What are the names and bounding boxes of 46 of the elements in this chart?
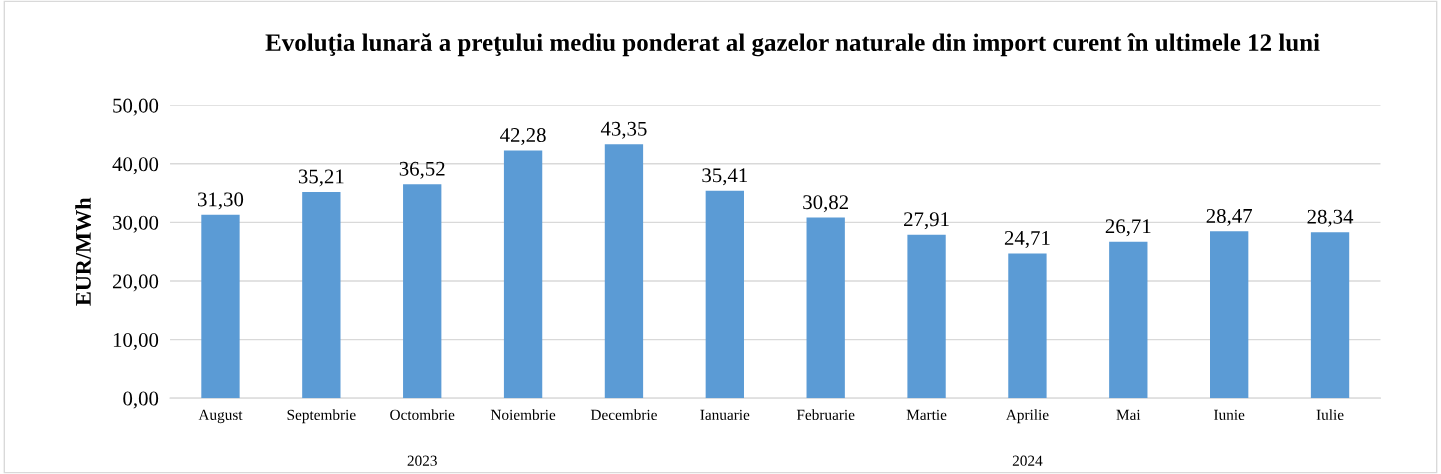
x-tick-label: Iunie	[1214, 409, 1245, 421]
data-label: 26,71	[1105, 219, 1151, 237]
chart-title: Evoluţia lunară a preţului mediu ponderat al gazelor naturale din import curent în ultimele 12 luni	[265, 33, 1320, 57]
bar	[604, 144, 644, 399]
y-tick-label: 0,00	[123, 391, 159, 409]
y-axis-title: EUR/MWh	[75, 197, 91, 306]
data-label: 28,47	[1206, 208, 1253, 226]
bar	[1210, 231, 1249, 399]
x-tick-label: Noiembrie	[490, 409, 556, 421]
y-tick-label: 40,00	[112, 157, 159, 175]
bar	[503, 150, 543, 399]
bar	[1008, 253, 1047, 399]
bar	[1109, 241, 1148, 399]
data-label: 42,28	[500, 128, 546, 146]
bar	[201, 214, 240, 399]
data-label: 36,52	[399, 161, 445, 179]
data-label: 43,35	[600, 121, 647, 139]
bar	[705, 190, 744, 399]
x-tick-label: Mai	[1116, 409, 1141, 421]
x-tick-label: Martie	[906, 409, 947, 421]
data-label: 30,82	[803, 195, 848, 213]
bar	[1310, 232, 1350, 399]
bar	[907, 234, 946, 399]
bar	[302, 191, 341, 399]
data-label: 35,21	[298, 169, 344, 187]
x-tick-label: Ianuarie	[700, 409, 750, 421]
x-tick-label: Decembrie	[590, 409, 657, 421]
x-tick-label: Aprilie	[1005, 409, 1049, 424]
y-tick-label: 20,00	[112, 274, 159, 292]
text: 2024	[1012, 455, 1043, 466]
data-label: 31,30	[198, 192, 244, 210]
y-tick-label: 10,00	[113, 332, 159, 350]
x-tick-label: Februarie	[796, 409, 855, 421]
data-label: 24,71	[1004, 230, 1050, 248]
y-tick-label: 50,00	[113, 98, 159, 116]
data-label: 28,34	[1307, 209, 1354, 227]
bar	[403, 184, 442, 399]
bar	[806, 217, 845, 399]
x-tick-label: Septembrie	[287, 409, 356, 424]
x-tick-label: Octombrie	[390, 409, 455, 421]
data-label: 27,91	[904, 212, 949, 230]
x-tick-label: August	[198, 409, 243, 424]
data-label: 35,41	[702, 168, 748, 186]
text: 2023	[407, 455, 437, 466]
x-tick-label: Iulie	[1316, 409, 1344, 421]
y-tick-label: 30,00	[113, 215, 159, 233]
